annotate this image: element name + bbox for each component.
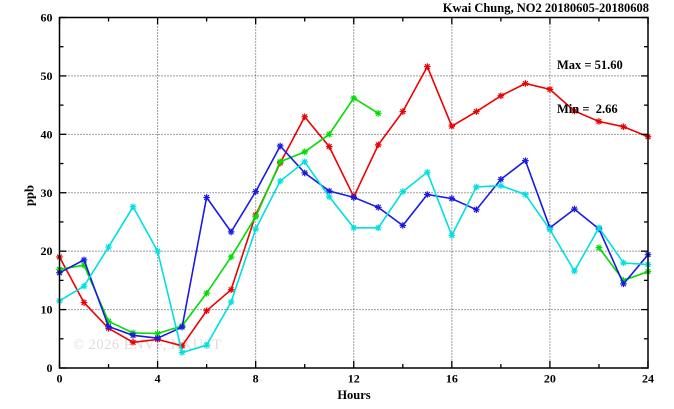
y-axis-title: ppb [22,185,37,206]
series-cyan-marker [178,349,186,356]
series-red-marker [448,122,456,130]
series-blue-marker [178,323,186,331]
series-cyan-marker [154,247,161,255]
series-blue-marker [154,334,161,342]
series-cyan-marker [374,224,382,232]
series-blue-marker [276,142,284,150]
series-blue-marker [203,194,210,201]
x-tick-label: 16 [446,372,458,386]
series-red-marker [301,113,309,121]
series-cyan-marker [129,203,137,211]
series-red-marker [620,123,627,131]
series-cyan-marker [301,158,309,166]
x-tick-label: 4 [155,372,161,386]
x-tick-label: 24 [642,372,654,386]
series-cyan-marker [448,232,456,239]
y-tick-label: 50 [41,69,53,83]
series-red-marker [178,342,186,350]
series-blue-marker [374,204,382,211]
series-red-marker [571,107,578,115]
series-red-marker [129,338,137,346]
series-red-marker [325,143,333,150]
x-tick-label: 8 [253,372,259,386]
y-tick-label: 30 [41,186,53,200]
series-cyan-marker [325,193,333,201]
series-red-marker [473,108,480,115]
y-tick-label: 10 [41,303,53,317]
series-red-marker [203,307,210,315]
series-green-marker [374,110,382,117]
series-red-marker [227,286,235,294]
series-red-marker [522,80,529,87]
series-green-marker [203,289,210,297]
series-red-marker [595,118,603,125]
x-axis-title: Hours [337,388,371,402]
series-blue-marker [473,206,480,213]
series-green-marker [325,131,333,138]
series-cyan-marker [522,191,529,198]
series-green-marker [301,148,309,156]
x-tick-label: 12 [348,372,360,386]
chart-title: Kwai Chung, NO2 20180605-20180608 [442,1,649,15]
series-cyan-marker [595,224,603,232]
series-cyan-marker [80,282,88,290]
series-cyan-marker [497,182,505,190]
series-blue-marker [497,176,505,183]
y-tick-label: 0 [47,361,53,375]
y-tick-label: 40 [41,127,53,141]
series-blue-marker [129,331,137,339]
series-blue-marker [252,188,259,195]
series-green-marker [595,244,603,251]
stats-box: Max = 51.60 Min = 2.66 [557,29,623,145]
series-cyan-marker [350,224,358,232]
series-blue-marker [522,157,529,164]
series-green-marker [80,261,88,269]
series-cyan-marker [227,298,235,306]
series-blue-marker [105,323,112,330]
series-red-marker [546,86,554,93]
series-cyan-marker [424,169,431,176]
series-green-marker [620,277,627,284]
series-red-marker [424,63,431,70]
series-blue-marker [80,256,88,264]
x-tick-label: 0 [57,372,63,386]
series-cyan-marker [571,267,578,275]
y-tick-label: 60 [41,11,53,25]
series-blue-marker [424,191,431,198]
series-cyan-marker [105,243,112,251]
series-green-marker [154,330,161,337]
series-red-marker [374,141,382,149]
series-green-marker [252,213,259,221]
series-blue-marker [571,205,578,213]
series-green-marker [276,158,284,166]
series-blue-marker [227,228,235,236]
stat-max: Max = 51.60 [557,58,623,72]
series-blue-marker [301,169,309,177]
series-red-marker [497,92,505,100]
series-blue-marker [325,187,333,195]
series-blue-marker [448,195,456,202]
series-blue-marker [399,222,407,229]
series-cyan-marker [399,188,407,195]
series-cyan-marker [620,259,627,267]
series-cyan-marker [546,226,554,233]
series-cyan-marker [473,183,480,191]
series-cyan-marker [276,177,284,185]
y-tick-label: 20 [41,244,53,258]
stat-min: Min = 2.66 [557,101,618,116]
series-red-marker [80,299,88,306]
series-green-marker [227,253,235,261]
series-blue-marker [350,194,358,201]
series-green-marker [105,317,112,325]
series-cyan-marker [203,341,210,349]
series-green-marker [350,94,358,102]
series-red-marker [399,108,407,115]
series-blue-marker [620,280,627,288]
x-tick-label: 20 [544,372,556,386]
series-cyan-marker [252,225,259,233]
